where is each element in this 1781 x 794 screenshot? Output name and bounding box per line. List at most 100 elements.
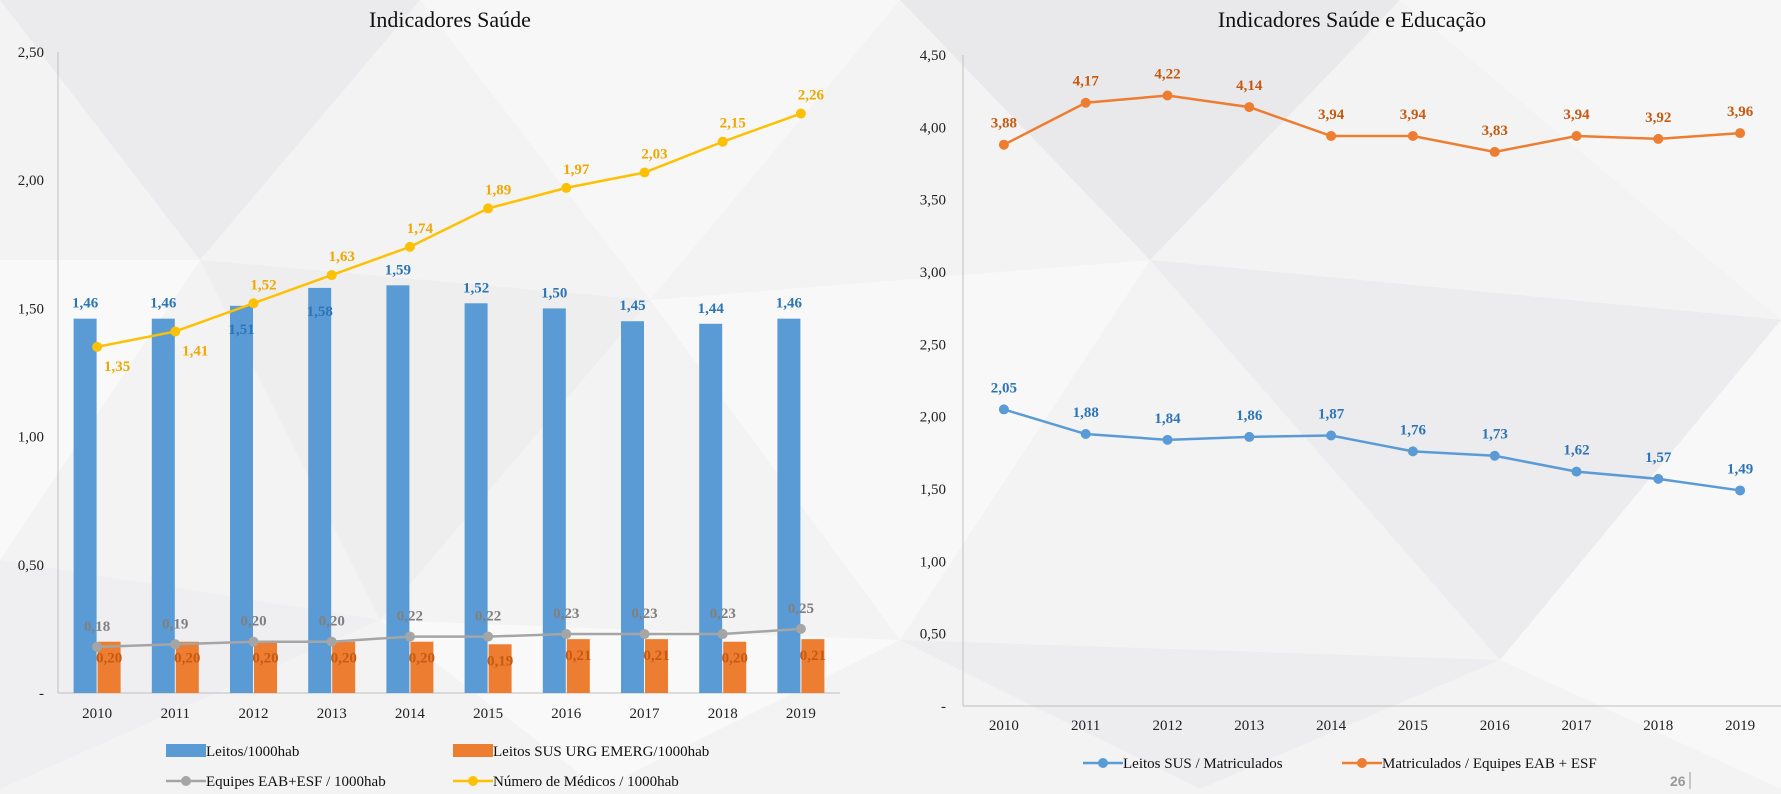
legend-marker-equipes (181, 776, 191, 786)
label-leitos-sus-urg: 0,21 (565, 648, 591, 664)
label-equipes: 0,23 (553, 606, 579, 622)
label-leitos-sus-urg: 0,21 (643, 648, 669, 664)
y-tick-label: 2,00 (18, 173, 44, 189)
line-matriculados-equipes (1003, 94, 1741, 154)
label-matriculados-equipes: 3,94 (1400, 107, 1427, 123)
label-matriculados-equipes: 4,14 (1236, 78, 1263, 94)
page-number: 26 (1670, 773, 1686, 789)
label-leitos-sus-urg: 0,20 (409, 651, 435, 667)
y-tick-label: 0,50 (18, 558, 44, 574)
y-tick-label: 4,50 (920, 48, 946, 64)
bar-leitos-sus-urg (410, 641, 434, 693)
bar-leitos-sus-urg (801, 639, 825, 693)
bar-leitos-sus-urg (254, 641, 277, 693)
y-tick-label: 0,50 (920, 627, 946, 643)
point-medicos (795, 108, 806, 119)
point-leitos-sus-matriculados (1571, 466, 1582, 477)
point-matriculados-equipes (1162, 90, 1173, 101)
label-leitos-sus-urg: 0,21 (800, 648, 826, 664)
x-tick-label: 2019 (1725, 718, 1755, 734)
x-tick-label: 2015 (473, 706, 503, 722)
x-tick-label: 2018 (708, 706, 738, 722)
point-medicos (170, 326, 181, 337)
bar-leitos (73, 318, 97, 693)
label-leitos: 1,59 (385, 262, 411, 278)
point-matriculados-equipes (1735, 128, 1746, 139)
y-tick-label: 3,50 (920, 193, 946, 209)
bg-shape (420, 0, 900, 300)
bar-leitos (542, 308, 566, 693)
label-medicos: 2,03 (641, 147, 667, 163)
point-medicos (717, 136, 728, 147)
point-equipes (248, 636, 259, 647)
y-tick-label: 1,50 (18, 301, 44, 317)
y-tick-label: 1,00 (18, 430, 44, 446)
point-matriculados-equipes (1653, 133, 1664, 144)
x-tick-label: 2016 (1480, 718, 1511, 734)
line-equipes (97, 627, 801, 649)
label-medicos: 1,63 (329, 249, 355, 265)
label-matriculados-equipes: 3,96 (1727, 104, 1754, 120)
bar-leitos (230, 305, 253, 693)
label-leitos-sus-matriculados: 2,05 (991, 380, 1017, 396)
label-leitos-sus-matriculados: 1,57 (1645, 450, 1672, 466)
label-matriculados-equipes: 4,22 (1154, 67, 1180, 83)
point-equipes (639, 629, 650, 640)
point-medicos (483, 203, 494, 214)
bar-leitos (308, 287, 332, 693)
label-equipes: 0,23 (710, 606, 736, 622)
label-leitos-sus-matriculados: 1,62 (1563, 443, 1589, 459)
point-leitos-sus-matriculados (1653, 473, 1664, 484)
label-medicos: 1,35 (104, 359, 130, 375)
y-tick-label: 1,00 (920, 554, 946, 570)
point-equipes (717, 629, 728, 640)
label-leitos-sus-matriculados: 1,76 (1400, 422, 1427, 438)
bg-shape (0, 260, 200, 560)
y-tick-label: - (39, 686, 44, 702)
legend-label-leitos-sus-matriculados: Leitos SUS / Matriculados (1123, 756, 1283, 772)
line-medicos (96, 112, 802, 349)
x-tick-label: 2011 (161, 706, 190, 722)
label-medicos: 1,89 (485, 182, 511, 198)
label-medicos: 1,52 (250, 277, 276, 293)
label-leitos-sus-matriculados: 1,49 (1727, 461, 1753, 477)
left-chart: Indicadores Saúde - 0,50 1,00 1,50 2,00 2,50 2… (18, 7, 840, 790)
x-tick-label: 2019 (786, 706, 816, 722)
label-leitos-sus-urg: 0,20 (174, 651, 200, 667)
x-tick-label: 2013 (1234, 718, 1264, 734)
label-matriculados-equipes: 3,88 (991, 116, 1017, 132)
point-medicos (639, 167, 650, 178)
label-leitos-sus-urg: 0,20 (252, 651, 278, 667)
label-equipes: 0,25 (788, 601, 814, 617)
x-tick-label: 2010 (989, 718, 1019, 734)
label-leitos-sus-urg: 0,20 (96, 651, 122, 667)
x-tick-label: 2011 (1071, 718, 1100, 734)
point-medicos (561, 182, 572, 193)
legend-label-leitos: Leitos/1000hab (206, 744, 299, 760)
label-medicos: 2,26 (798, 88, 825, 104)
bg-shape (650, 260, 1150, 640)
right-legend: Leitos SUS / Matriculados Matriculados /… (1083, 756, 1597, 772)
label-leitos: 1,46 (72, 296, 99, 312)
left-plot-area: - 0,50 1,00 1,50 2,00 2,50 2010 2011 2012 2013 201… (18, 45, 840, 722)
point-equipes (170, 639, 181, 650)
label-leitos-sus-matriculados: 1,84 (1154, 411, 1181, 427)
bar-leitos-sus-urg (645, 639, 668, 693)
label-leitos-sus-urg: 0,20 (722, 651, 748, 667)
point-medicos (248, 298, 259, 309)
label-equipes: 0,19 (162, 616, 188, 632)
label-leitos-sus-matriculados: 1,87 (1318, 406, 1345, 422)
line-leitos-sus-matriculados (1003, 408, 1741, 492)
legend-label-medicos: Número de Médicos / 1000hab (493, 774, 679, 789)
point-leitos-sus-matriculados (1326, 430, 1337, 441)
bar-leitos (151, 318, 175, 693)
y-tick-label: 2,50 (920, 337, 946, 353)
point-equipes (483, 631, 494, 642)
point-leitos-sus-matriculados (1407, 446, 1418, 457)
label-equipes: 0,22 (475, 609, 501, 625)
bar-leitos (699, 323, 723, 693)
point-matriculados-equipes (1489, 146, 1500, 157)
x-tick-label: 2014 (1316, 718, 1347, 734)
bg-shape (1150, 260, 1781, 660)
